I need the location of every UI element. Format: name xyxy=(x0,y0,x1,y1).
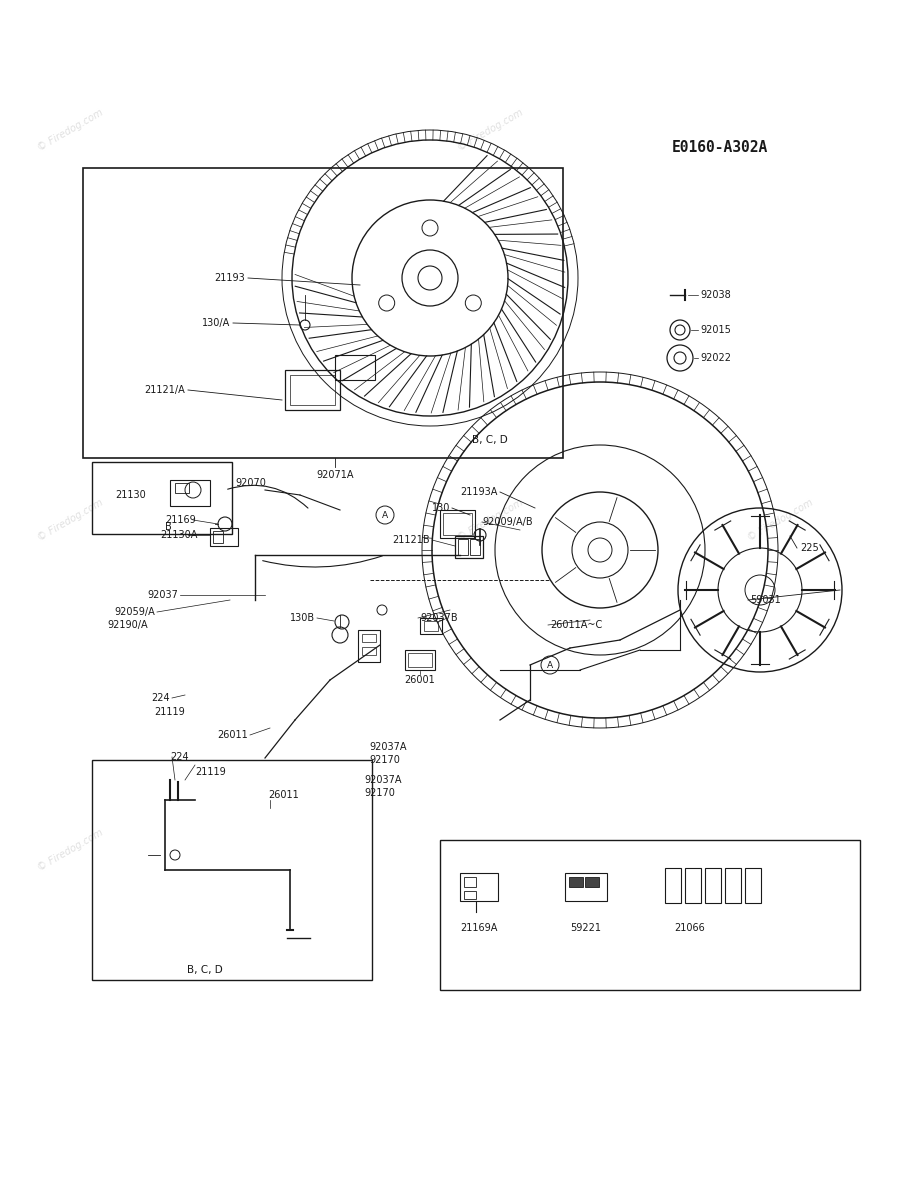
Text: 92059/A: 92059/A xyxy=(115,607,155,617)
Bar xyxy=(443,514,472,535)
Text: 224: 224 xyxy=(170,752,189,762)
Bar xyxy=(92,462,232,534)
Bar xyxy=(83,168,563,458)
Text: 26011A~C: 26011A~C xyxy=(550,620,602,630)
Text: 130/A: 130/A xyxy=(202,318,230,328)
Text: © Firedog.com: © Firedog.com xyxy=(456,107,525,152)
Text: 92070: 92070 xyxy=(235,478,266,488)
Bar xyxy=(665,868,681,902)
Text: 92071A: 92071A xyxy=(316,470,354,480)
Text: 21121/A: 21121/A xyxy=(144,385,185,395)
Bar xyxy=(565,874,607,901)
Text: B, C, D: B, C, D xyxy=(187,965,223,974)
Text: 26011: 26011 xyxy=(217,730,248,740)
Text: 92037A: 92037A xyxy=(364,775,402,785)
Bar xyxy=(725,868,741,902)
Text: © Firedog.com: © Firedog.com xyxy=(36,827,105,872)
Text: 26011: 26011 xyxy=(268,790,299,800)
Text: 225: 225 xyxy=(800,542,819,553)
Bar xyxy=(335,355,375,380)
Text: 59221: 59221 xyxy=(570,923,602,934)
Bar xyxy=(455,536,483,558)
Bar xyxy=(585,877,599,887)
Bar xyxy=(405,650,435,670)
Text: B: B xyxy=(165,522,171,532)
Text: 92015: 92015 xyxy=(700,325,731,335)
Bar xyxy=(420,618,442,634)
Text: 21130: 21130 xyxy=(115,490,146,500)
Text: 130: 130 xyxy=(432,503,450,514)
Bar xyxy=(464,890,476,899)
Text: 21193A: 21193A xyxy=(460,487,498,497)
Bar xyxy=(170,480,210,506)
Text: 21169: 21169 xyxy=(165,515,195,526)
Text: 21169A: 21169A xyxy=(460,923,498,934)
Text: B, C, D: B, C, D xyxy=(472,434,508,445)
Text: A: A xyxy=(382,510,388,520)
Text: © Firedog.com: © Firedog.com xyxy=(746,497,814,542)
Text: 21193: 21193 xyxy=(215,272,245,283)
Bar xyxy=(569,877,583,887)
Text: 92038: 92038 xyxy=(700,290,731,300)
Text: 59031: 59031 xyxy=(750,595,780,605)
Bar xyxy=(92,760,372,980)
Bar xyxy=(745,868,761,902)
Bar xyxy=(210,528,238,546)
Bar xyxy=(285,370,340,410)
Text: 92009/A/B: 92009/A/B xyxy=(482,517,533,527)
Bar xyxy=(458,539,468,554)
Bar xyxy=(213,530,223,542)
Bar xyxy=(464,877,476,887)
Text: 130B: 130B xyxy=(290,613,315,623)
Bar xyxy=(440,840,860,990)
Bar xyxy=(362,634,376,642)
Text: 92037A: 92037A xyxy=(370,742,407,752)
Text: 21119: 21119 xyxy=(195,767,226,778)
Bar xyxy=(362,647,376,655)
Bar xyxy=(470,539,480,554)
Bar xyxy=(175,482,189,493)
Text: 21130A: 21130A xyxy=(160,530,197,540)
Text: 21119: 21119 xyxy=(154,707,185,716)
Bar xyxy=(440,510,475,538)
Text: 224: 224 xyxy=(151,692,170,703)
Text: 92190/A: 92190/A xyxy=(107,620,148,630)
Text: E0160-A302A: E0160-A302A xyxy=(672,140,768,156)
Text: © Firedog.com: © Firedog.com xyxy=(36,107,105,152)
Bar xyxy=(408,653,432,667)
Text: 92170: 92170 xyxy=(370,755,401,766)
Text: 92022: 92022 xyxy=(700,353,731,362)
Text: 21121B: 21121B xyxy=(392,535,430,545)
Bar xyxy=(290,374,335,404)
Bar xyxy=(685,868,701,902)
Text: © Firedog.com: © Firedog.com xyxy=(456,497,525,542)
Text: 21066: 21066 xyxy=(675,923,705,934)
Text: © Firedog.com: © Firedog.com xyxy=(36,497,105,542)
Text: 92037B: 92037B xyxy=(420,613,458,623)
Bar xyxy=(705,868,721,902)
Bar xyxy=(424,622,438,631)
Bar xyxy=(358,630,380,662)
Text: 92037: 92037 xyxy=(147,590,178,600)
Text: 92170: 92170 xyxy=(365,788,395,798)
Bar xyxy=(460,874,498,901)
Text: 26001: 26001 xyxy=(404,674,436,685)
Text: A: A xyxy=(547,660,553,670)
